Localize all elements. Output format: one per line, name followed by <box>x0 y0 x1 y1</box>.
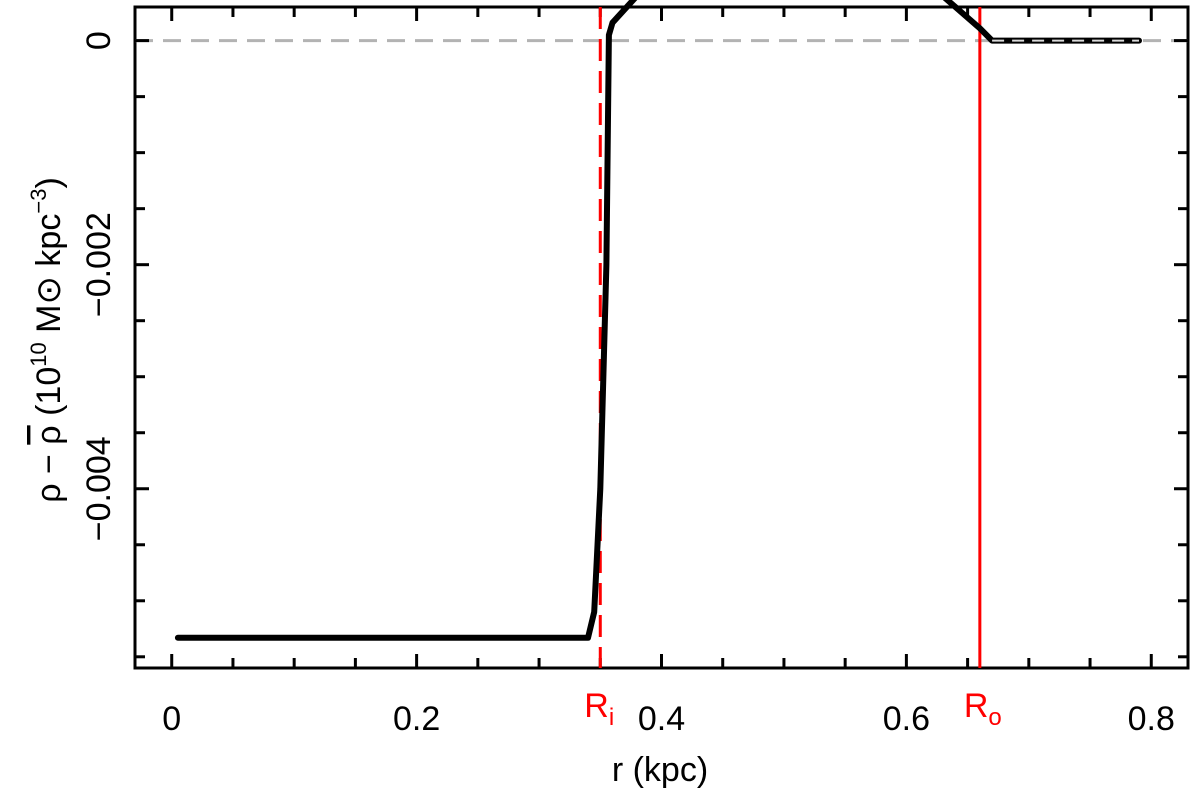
marker-label-o: Ro <box>964 687 1002 731</box>
x-tick-label: 0 <box>162 700 181 738</box>
y-label-exp2: −3 <box>26 189 51 214</box>
marker-labels: Ri Ro <box>584 687 1001 731</box>
marker-label-i: Ri <box>584 687 614 731</box>
y-label-close: ) <box>30 177 68 188</box>
y-tick-labels: 0 −0.002 −0.004 <box>80 31 118 541</box>
data-series <box>174 0 1142 641</box>
x-axis-ticks <box>170 7 1153 668</box>
y-label-prefix: ρ − <box>30 445 68 503</box>
y-tick-label: −0.004 <box>80 436 118 541</box>
y-tick-label: −0.002 <box>80 212 118 317</box>
x-axis-label: r (kpc) <box>612 751 708 789</box>
plot-frame <box>133 5 1190 670</box>
y-label-rho-bar: ρ <box>30 425 68 444</box>
marker-lines <box>598 7 982 668</box>
y-tick-label: 0 <box>80 31 118 50</box>
y-axis-ticks <box>135 39 1188 659</box>
x-tick-label: 0.8 <box>1128 700 1175 738</box>
x-tick-labels: 0 0.2 0.4 0.6 0.8 <box>162 700 1175 738</box>
x-tick-label: 0.6 <box>883 700 930 738</box>
y-label-unit: M⊙ kpc <box>30 214 68 343</box>
y-label-scale: (10 <box>30 367 68 426</box>
y-axis-label: ρ − ρ (1010 M⊙ kpc−3) <box>26 177 68 503</box>
x-tick-label: 0.2 <box>393 700 440 738</box>
y-label-exp1: 10 <box>26 342 51 366</box>
series-line <box>174 0 1142 641</box>
x-tick-label: 0.4 <box>638 700 685 738</box>
